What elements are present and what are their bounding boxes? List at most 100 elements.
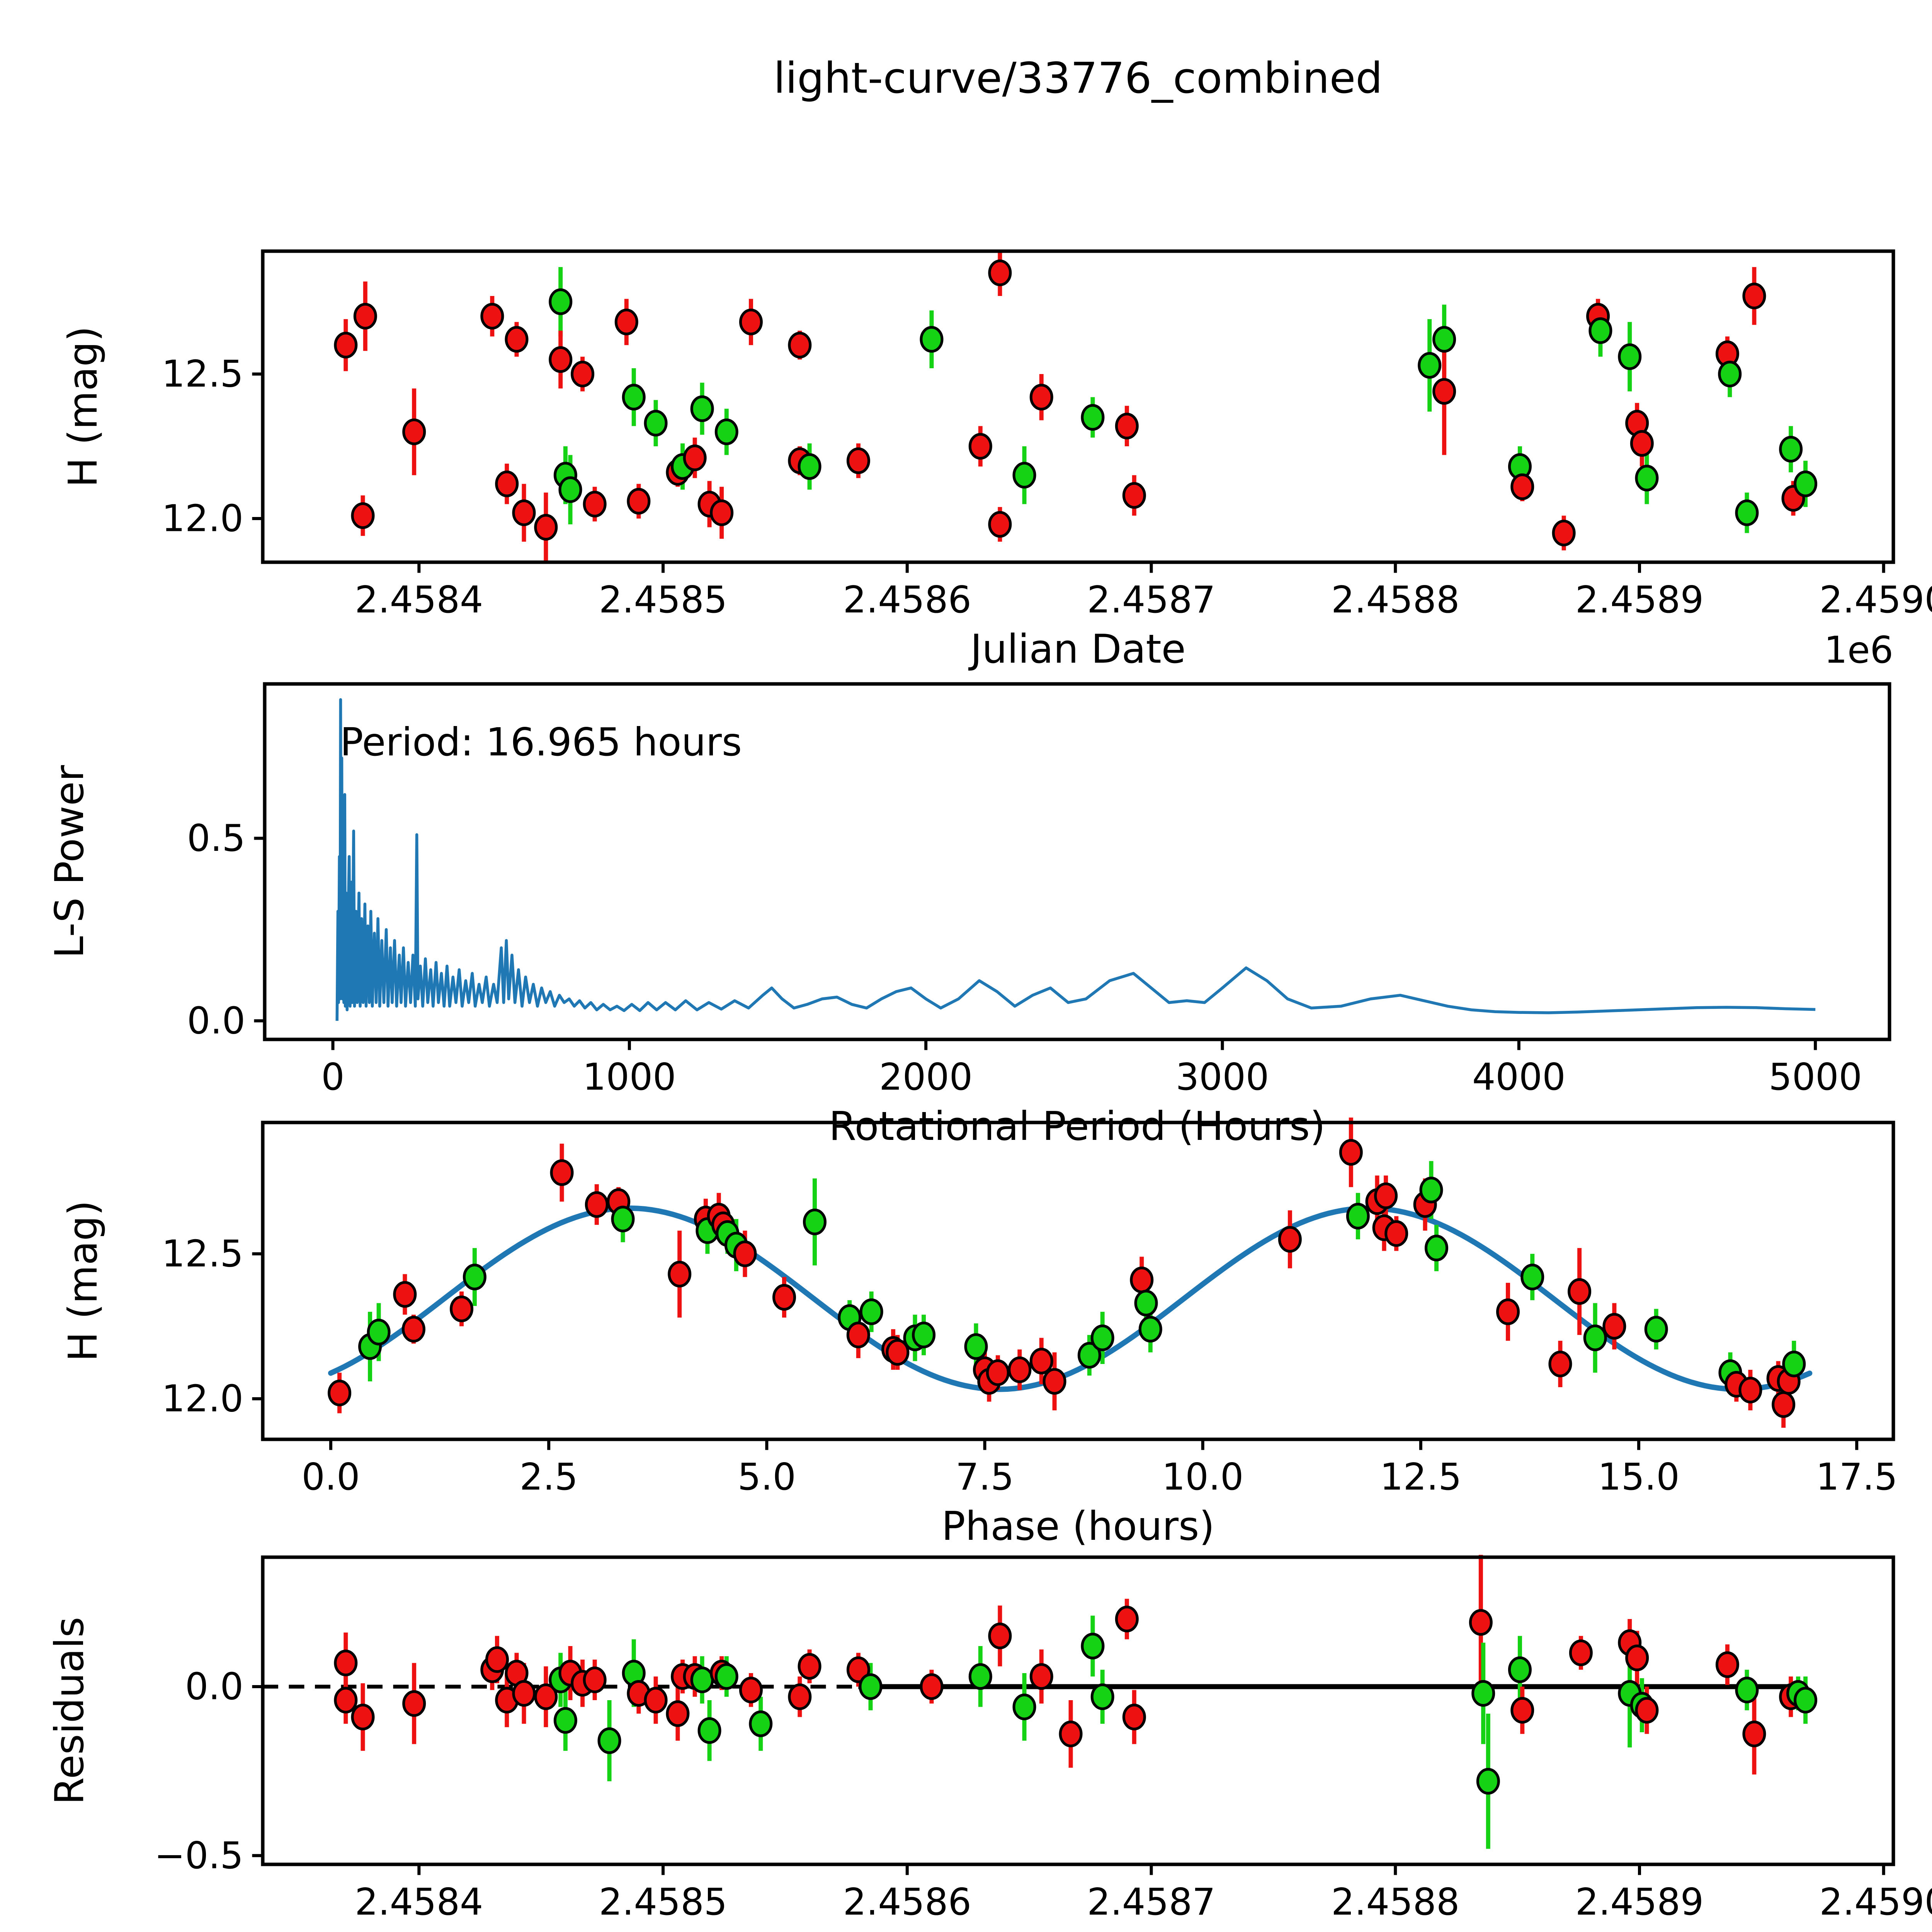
periodogram-annotation: Period: 16.965 hours [340, 719, 742, 765]
jd_lightcurve-point-red [402, 418, 426, 446]
jd_lightcurve-point-green [920, 326, 944, 353]
phase_curve-point-red [846, 1321, 870, 1349]
residuals-ytick-label: 0.0 [185, 1665, 243, 1708]
phase_curve-point-red [1130, 1266, 1154, 1293]
periodogram-xlabel: Rotational Period (Hours) [829, 1104, 1325, 1150]
phase_curve-point-green [964, 1333, 988, 1360]
ls-power-curve [335, 698, 1816, 1021]
residuals-point-red [1510, 1697, 1534, 1724]
periodogram-ytick-label: 0.5 [187, 817, 245, 860]
jd_lightcurve-point-red [968, 433, 992, 460]
residuals-point-green [690, 1666, 714, 1693]
residuals-point-green [1476, 1768, 1500, 1795]
jd_lightcurve-axes-frame [261, 249, 1895, 564]
periodogram-xtick-label: 2000 [879, 1056, 973, 1099]
jd_lightcurve-point-green [622, 384, 646, 411]
phase_curve-point-red [450, 1295, 474, 1322]
phase_curve-point-green [1077, 1342, 1101, 1369]
jd_lightcurve-point-red [710, 499, 734, 526]
jd_lightcurve-point-red [1630, 430, 1654, 457]
jd_lightcurve-point-green [1081, 404, 1105, 431]
jd_lightcurve-point-red [534, 514, 558, 541]
jd_lightcurve-point-green [1588, 317, 1612, 344]
residuals-xtick-label: 2.4586 [843, 1881, 971, 1923]
jd_lightcurve-point-green [1418, 352, 1442, 379]
jd_lightcurve-point-green [1794, 470, 1818, 497]
residuals-point-red [798, 1653, 821, 1680]
phase_curve-ytick-label: 12.5 [162, 1233, 243, 1275]
jd_lightcurve-point-red [988, 511, 1012, 538]
residuals-xtick-label: 2.4584 [355, 1881, 483, 1923]
residuals-point-red [1569, 1639, 1593, 1667]
residuals-x-offset-label: 1e6 [1824, 1931, 1893, 1932]
phase-fit-curve [328, 1205, 1813, 1392]
jd_lightcurve-point-green [690, 395, 714, 422]
phase_curve-point-green [803, 1208, 827, 1235]
residuals-point-green [749, 1710, 773, 1737]
jd_lightcurve-point-red [846, 447, 870, 474]
residuals-point-red [512, 1680, 536, 1707]
phase_curve-axes-frame [261, 1121, 1895, 1441]
jd_lightcurve-point-green [798, 453, 821, 480]
periodogram-xtick-label: 3000 [1176, 1056, 1269, 1099]
residuals-point-red [534, 1683, 558, 1710]
phase_curve-point-red [1043, 1368, 1066, 1395]
jd_lightcurve-point-red [788, 332, 812, 359]
phase_curve-point-green [1090, 1324, 1114, 1351]
jd_lightcurve-point-red [571, 361, 595, 388]
residuals-point-red [846, 1656, 870, 1683]
phase_curve-point-green [1644, 1316, 1668, 1343]
periodogram-ytick-label: 0.0 [187, 1000, 245, 1042]
periodogram-xtick-label: 1000 [583, 1056, 676, 1099]
jd_lightcurve-point-red [583, 491, 607, 518]
phase_curve-point-red [1496, 1298, 1520, 1325]
phase_curve-point-red [1738, 1376, 1762, 1403]
jd_lightcurve-point-green [1735, 499, 1759, 526]
residuals-point-red [1469, 1609, 1493, 1636]
periodogram-xtick-label: 4000 [1472, 1056, 1566, 1099]
residuals-xtick-label: 2.4585 [599, 1881, 727, 1923]
residuals-point-red [1029, 1663, 1053, 1690]
phase_curve-point-red [1278, 1226, 1302, 1253]
phase_curve-point-red [401, 1316, 425, 1343]
jd_lightcurve-point-red [549, 346, 573, 373]
jd_lightcurve-point-red [1122, 482, 1146, 509]
phase_curve-point-red [585, 1191, 609, 1218]
residuals-point-green [1081, 1633, 1105, 1660]
phase_curve-point-green [1346, 1202, 1370, 1230]
phase_curve-point-red [550, 1159, 574, 1186]
phase_curve-point-green [611, 1206, 635, 1233]
periodogram-ylabel: L-S Power [47, 765, 93, 958]
residuals-axes-frame [261, 1555, 1895, 1866]
residuals-point-green [1735, 1677, 1759, 1704]
jd_lightcurve-point-green [549, 288, 573, 315]
residuals-point-green [1012, 1693, 1036, 1720]
residuals-point-green [1090, 1683, 1114, 1710]
phase_curve-point-green [1138, 1316, 1162, 1343]
phase_curve-point-red [1374, 1182, 1398, 1209]
jd_lightcurve-xtick-label: 2.4588 [1331, 579, 1459, 621]
residuals-point-green [968, 1663, 992, 1690]
jd_lightcurve-point-red [334, 332, 358, 359]
jd_lightcurve-xtick-label: 2.4585 [599, 579, 727, 621]
jd_lightcurve-point-green [558, 476, 582, 503]
phase_curve-point-red [1339, 1139, 1363, 1166]
residuals-point-red [334, 1650, 358, 1677]
jd_lightcurve-point-red [614, 308, 638, 335]
phase_curve-point-green [1134, 1289, 1158, 1316]
residuals-point-red [334, 1687, 358, 1714]
residuals-point-red [351, 1704, 375, 1731]
phase_curve-point-red [1548, 1350, 1572, 1378]
residuals-point-red [988, 1622, 1012, 1650]
residuals-point-green [1508, 1656, 1532, 1683]
residuals-point-green [597, 1727, 621, 1754]
phase_curve-point-red [393, 1281, 417, 1308]
phase_curve-point-green [1419, 1177, 1443, 1204]
jd_lightcurve-point-red [1432, 378, 1456, 405]
residuals-point-red [402, 1690, 426, 1717]
residuals-point-red [1715, 1651, 1739, 1678]
residuals-point-red [485, 1646, 509, 1673]
phase_curve-xtick-label: 12.5 [1380, 1456, 1462, 1498]
